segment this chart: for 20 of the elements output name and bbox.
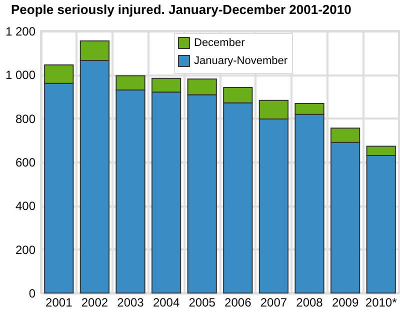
x-tick-label: 2004 xyxy=(152,296,180,310)
x-tick-label: 2010* xyxy=(365,296,398,310)
x-tick-label: 2001 xyxy=(46,296,73,310)
x-tick-label: 2009 xyxy=(332,296,359,310)
y-tick-label: 0 xyxy=(28,286,36,300)
x-tick-label: 2007 xyxy=(260,296,288,310)
x-tick-label: 2006 xyxy=(224,296,252,310)
y-tick-label: 400 xyxy=(15,199,36,214)
chart-title: People seriously injured. January-December 2001-2010 xyxy=(11,2,352,17)
x-tick-label: 2008 xyxy=(296,296,324,310)
y-tick-label: 1 000 xyxy=(5,68,36,82)
y-tick-label: 200 xyxy=(15,242,36,257)
x-tick-label: 2003 xyxy=(117,296,144,310)
y-tick-label: 600 xyxy=(15,156,36,170)
x-tick-label: 2002 xyxy=(81,296,108,310)
legend-label: January-November xyxy=(194,55,288,67)
legend-label: December xyxy=(194,37,246,49)
y-tick-label: 800 xyxy=(15,112,36,126)
y-tick-label: 1 200 xyxy=(5,24,36,38)
x-tick-label: 2005 xyxy=(188,296,216,310)
